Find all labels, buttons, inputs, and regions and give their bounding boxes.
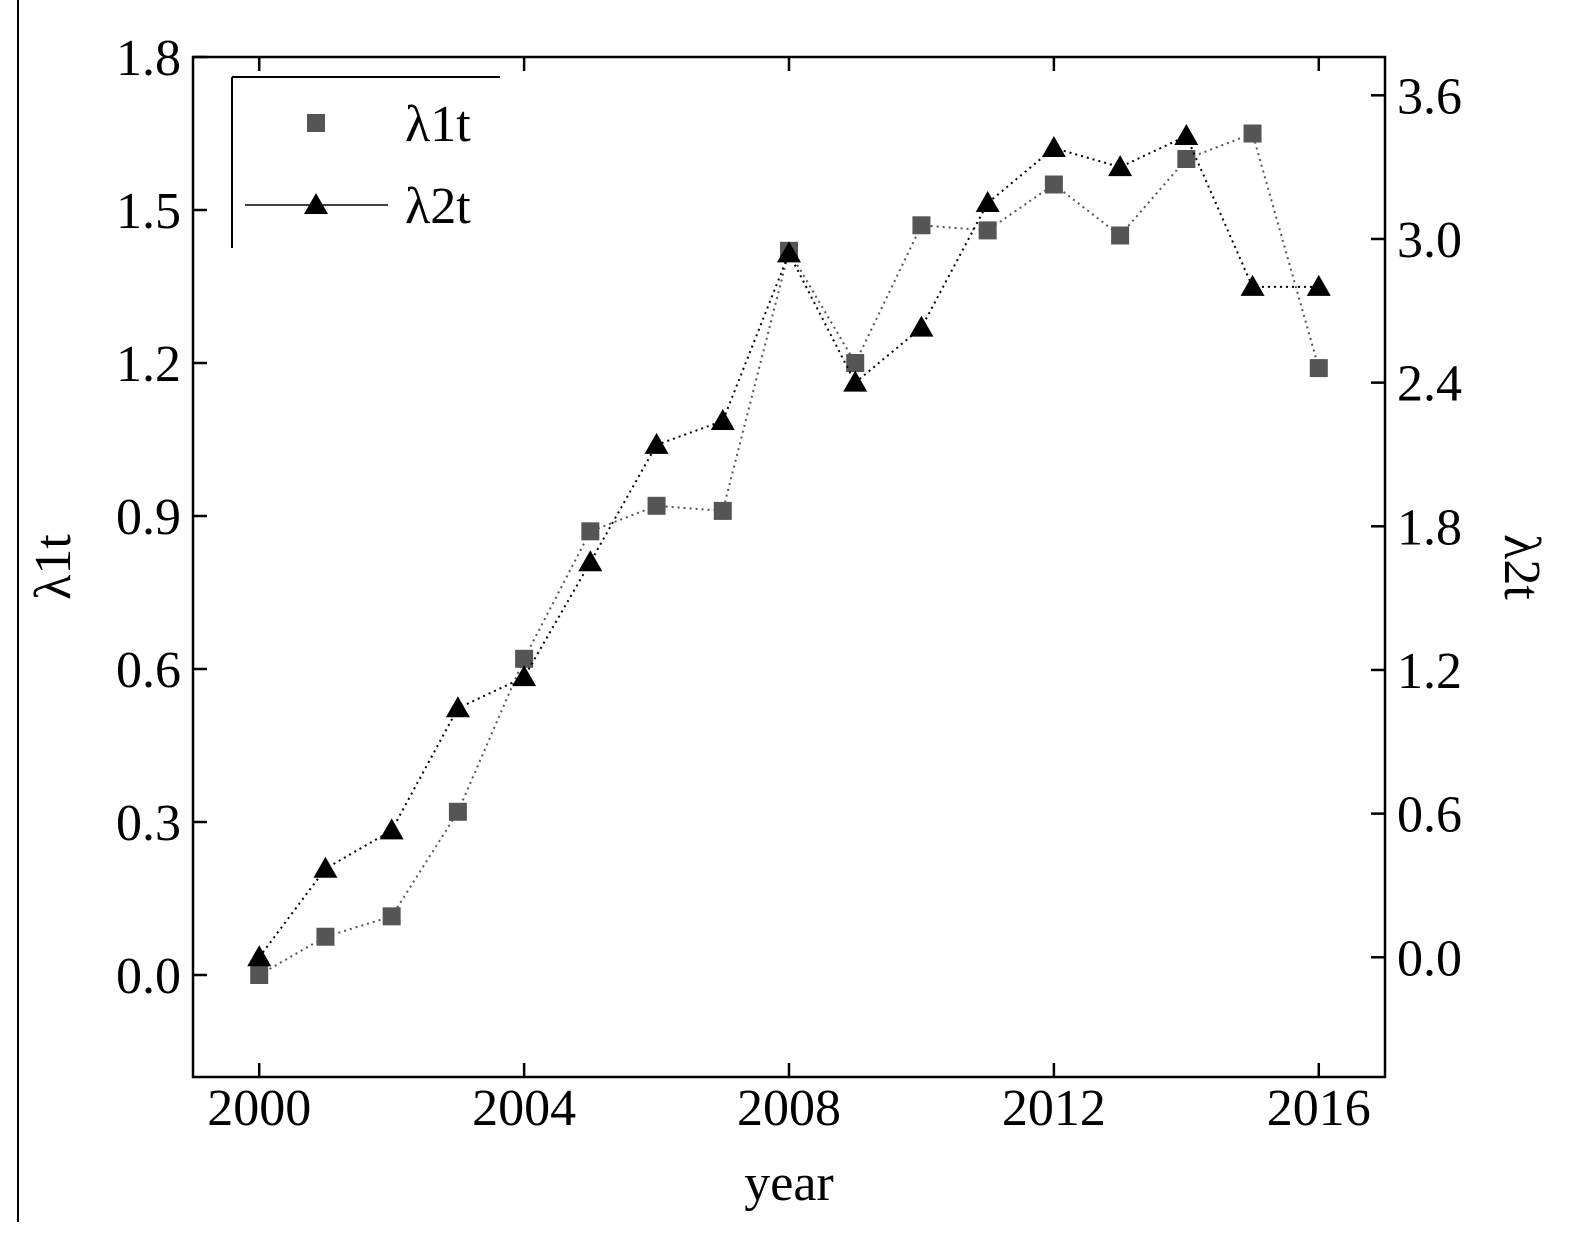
marker [1177,150,1196,168]
marker [448,802,467,821]
y-tick-label: 0.6 [116,642,181,699]
legend-label: λ2t [405,178,471,235]
marker [1309,359,1328,378]
y-tick-label: 1.5 [116,183,181,240]
marker [975,191,1000,213]
marker [316,927,335,946]
marker [581,522,600,541]
x-tick-label: 2008 [737,1080,841,1137]
y2-tick-label: 3.6 [1397,68,1462,125]
y2-tick-label: 1.2 [1397,643,1462,700]
y2-tick-label: 3.0 [1397,212,1462,269]
marker [1174,124,1199,146]
y-tick-label: 0.3 [116,795,181,852]
marker [247,945,272,967]
y-tick-label: 1.8 [116,30,181,87]
marker [512,665,537,687]
marker [909,315,934,337]
marker [515,649,534,668]
marker [1111,226,1130,245]
y2-tick-label: 0.6 [1397,787,1462,844]
legend [231,76,500,248]
y-tick-label: 1.2 [116,336,181,393]
y-tick-label: 0.0 [116,948,181,1005]
marker [713,501,732,520]
legend-marker [307,114,325,132]
y2-tick-label: 2.4 [1397,356,1462,413]
marker [1044,175,1063,194]
y2-tick-label: 1.8 [1397,499,1462,556]
marker [313,856,338,878]
y2-axis-label: λ2t [1493,534,1550,600]
marker [644,432,669,454]
y-tick-label: 0.9 [116,489,181,546]
y-axis-label: λ1t [25,534,82,600]
marker [1041,135,1066,157]
legend-label: λ1t [405,96,471,153]
y2-tick-label: 0.0 [1397,930,1462,987]
marker [647,496,666,515]
marker [978,221,997,240]
marker [578,550,603,572]
x-axis-label: year [744,1155,833,1212]
x-tick-label: 2012 [1002,1080,1106,1137]
x-tick-label: 2004 [472,1080,576,1137]
marker [379,818,404,840]
marker [846,354,865,372]
marker [1108,155,1133,177]
x-tick-label: 2000 [207,1080,311,1137]
marker [710,408,735,430]
marker [1306,274,1331,296]
marker [382,907,401,926]
marker [1240,274,1265,296]
x-tick-label: 2016 [1267,1080,1371,1137]
marker [843,370,868,392]
plot-frame [191,55,1387,1079]
marker [1243,124,1262,143]
marker [777,241,801,263]
marker [912,216,931,235]
legend-marker [304,193,328,214]
marker [445,696,470,718]
marker [250,966,269,984]
